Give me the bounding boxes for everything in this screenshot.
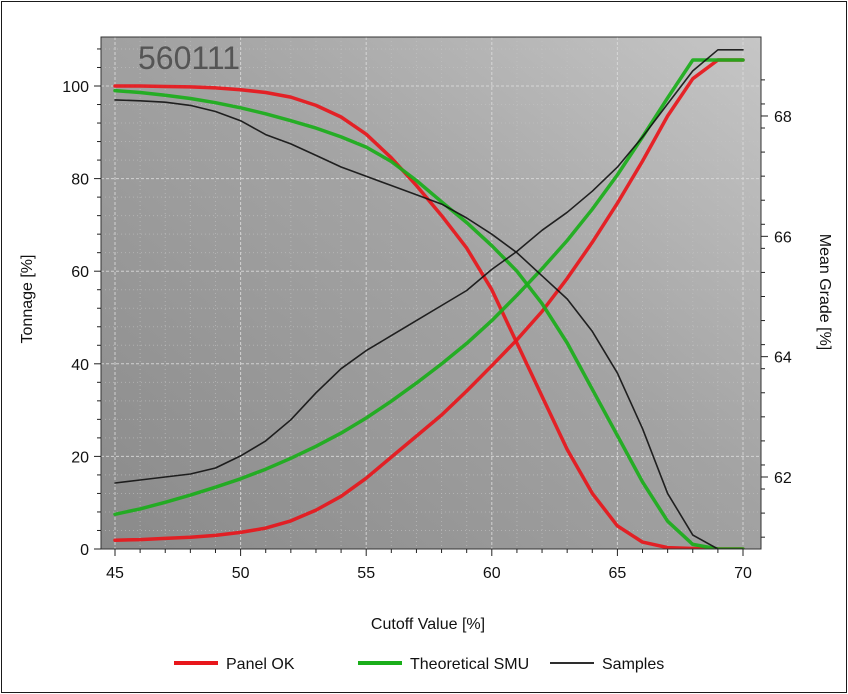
chart-title: 560111 (138, 40, 240, 76)
y-left-tick-label: 40 (71, 357, 89, 374)
legend-label-panel-ok: Panel OK (226, 656, 295, 673)
series-line-theoretical-smu-tonnage (113, 88, 745, 549)
y-right-tick-label: 68 (774, 109, 792, 126)
axes: 45 50 55 60 65 70 0 20 40 60 80 100 62 64 66 68 (62, 48, 792, 582)
x-tick-label: 65 (609, 565, 627, 582)
x-tick-label: 60 (483, 565, 501, 582)
series-layer (113, 48, 745, 549)
y-right-tick-label: 66 (774, 229, 792, 246)
y-left-tick-label: 0 (80, 542, 89, 559)
series-line-panel-ok-tonnage (113, 84, 745, 549)
series-line-panel-ok-mean_grade (113, 58, 745, 542)
y-axis-right-label: Mean Grade [%] (816, 234, 833, 351)
legend-label-theoretical-smu: Theoretical SMU (410, 656, 529, 673)
legend-label-samples: Samples (602, 656, 664, 673)
y-right-tick-label: 64 (774, 350, 792, 367)
x-tick-label: 50 (232, 565, 250, 582)
series-line-samples-mean_grade (114, 48, 744, 484)
y-right-tick-label: 62 (774, 470, 792, 487)
plot-border (100, 36, 762, 550)
x-tick-label: 45 (106, 565, 124, 582)
x-axis-label: Cutoff Value [%] (371, 616, 485, 633)
y-left-tick-label: 20 (71, 449, 89, 466)
series-line-theoretical-smu-mean_grade (113, 58, 745, 517)
series-line-samples-tonnage (114, 99, 744, 549)
y-left-tick-label: 100 (62, 79, 89, 96)
legend: Panel OK Theoretical SMU Samples (174, 656, 664, 673)
y-left-tick-label: 60 (71, 264, 89, 281)
y-left-tick-label: 80 (71, 172, 89, 189)
y-axis-left-label: Tonnage [%] (19, 255, 36, 344)
x-tick-label: 70 (734, 565, 752, 582)
x-tick-label: 55 (357, 565, 375, 582)
